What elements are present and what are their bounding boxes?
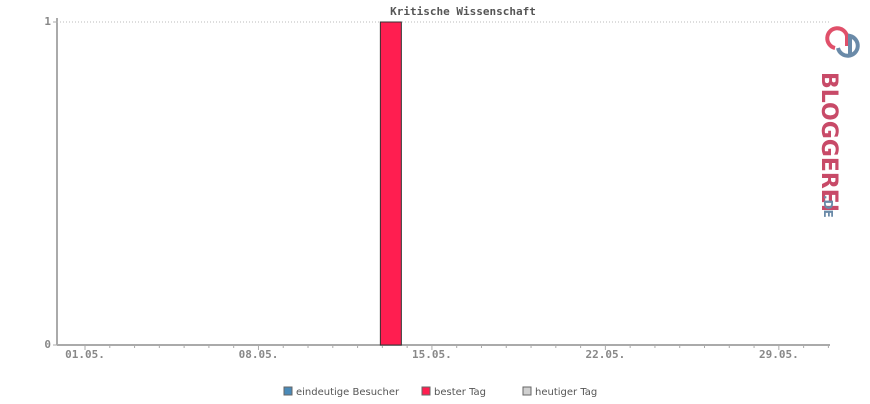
bar [379, 21, 402, 346]
logo-text: BLOGGEREI [816, 72, 841, 212]
logo: BLOGGEREI .DE [816, 26, 860, 218]
logo-icon [825, 26, 849, 50]
x-tick-label: 29.05. [759, 348, 799, 361]
x-tick-label: 08.05. [239, 348, 279, 361]
y-tick-label: 0 [44, 338, 51, 351]
legend-swatch [421, 386, 431, 396]
legend-label: bester Tag [434, 387, 486, 398]
legend-label: heutiger Tag [535, 387, 597, 398]
logo-suffix: .DE [821, 195, 835, 218]
legend-swatch [522, 386, 532, 396]
legend-swatch [283, 386, 293, 396]
legend-label: eindeutige Besucher [296, 387, 400, 398]
logo-icon [836, 33, 860, 58]
x-tick-label: 01.05. [65, 348, 105, 361]
chart-title: Kritische Wissenschaft [390, 5, 536, 18]
x-tick-label: 15.05. [412, 348, 452, 361]
y-tick-label: 1 [44, 15, 51, 28]
x-tick-label: 22.05. [586, 348, 626, 361]
